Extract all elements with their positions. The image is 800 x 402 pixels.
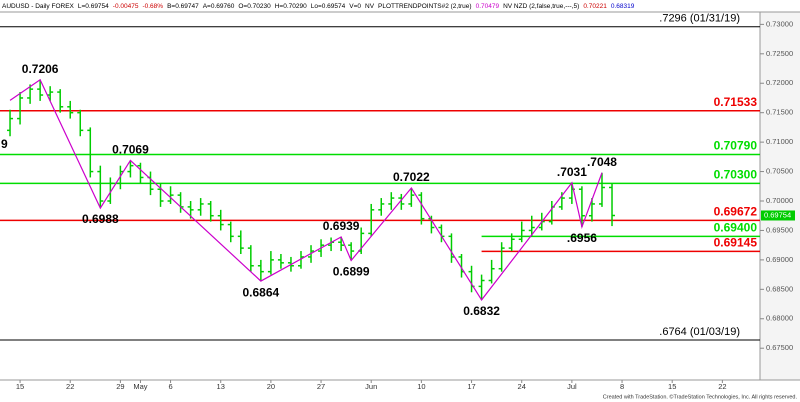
level-label: 0.69400 [714, 221, 758, 235]
pivot-label: 0.6864 [243, 285, 280, 299]
header-part: 0.70221 [583, 3, 607, 10]
y-tick-label: 0.69000 [766, 255, 793, 264]
last-price-label: 0.69754 [764, 210, 791, 219]
header-part: 0.70479 [476, 3, 500, 10]
y-tick-label: 0.72500 [766, 49, 793, 58]
y-tick-label: 0.70000 [766, 196, 793, 205]
footer: Created with TradeStation. ©TradeStation… [603, 393, 798, 400]
pivot-label: 0.6899 [333, 265, 370, 279]
x-tick-label: May [133, 382, 147, 391]
pivot-label: .7031 [557, 165, 587, 179]
x-tick-label: 13 [217, 382, 225, 391]
x-tick-label: 20 [267, 382, 275, 391]
y-tick-label: 0.73000 [766, 19, 793, 28]
x-tick-label: 22 [66, 382, 74, 391]
x-tick-label: 15 [16, 382, 24, 391]
header: AUDUSD - Daily FOREX L=0.69754 -0.00475 -0.… [2, 3, 635, 10]
header-part: V=0 [349, 3, 361, 10]
pivot-label: 0.6939 [323, 219, 360, 233]
level-label: 0.70300 [714, 168, 758, 182]
pivot-label: 0.7206 [22, 62, 59, 76]
y-tick-label: 0.69500 [766, 225, 793, 234]
x-tick-label: 24 [518, 382, 526, 391]
y-tick-label: 0.72000 [766, 78, 793, 87]
header-part: Lo=0.69574 [311, 3, 346, 10]
level-label: 0.71533 [714, 95, 758, 109]
y-tick-label: 0.68500 [766, 284, 793, 293]
level-label: 0.69145 [714, 236, 758, 250]
pivot-label: .7048 [587, 155, 617, 169]
y-tick-label: 0.71500 [766, 108, 793, 117]
header-part: -0.00475 [113, 3, 139, 10]
header-part: 0.68319 [611, 3, 635, 10]
header-part: A=0.69760 [203, 3, 235, 10]
level-label: 0.69672 [714, 204, 758, 218]
x-tick-label: 17 [467, 382, 475, 391]
x-tick-label: 29 [116, 382, 124, 391]
y-tick-label: 0.70500 [766, 167, 793, 176]
pivot-label: 0.6988 [82, 212, 119, 226]
x-tick-label: 27 [317, 382, 325, 391]
x-tick-label: Jun [365, 382, 377, 391]
y-tick-label: 0.71000 [766, 137, 793, 146]
level-label: 0.70790 [714, 139, 758, 153]
x-tick-label: 10 [417, 382, 425, 391]
header-part: B=0.69747 [167, 3, 199, 10]
x-tick-label: 6 [168, 382, 172, 391]
header-part: -0.68% [142, 3, 163, 10]
header-part: PLOTTRENDPOINTS#2 (2,true) [378, 3, 472, 10]
header-part: AUDUSD - Daily FOREX [2, 3, 75, 10]
x-tick-label: Jul [567, 382, 577, 391]
header-part: L=0.69754 [78, 3, 109, 10]
header-part: H=0.70290 [275, 3, 307, 10]
pivot-label: 0.6832 [463, 304, 500, 318]
x-tick-label: 15 [668, 382, 676, 391]
y-tick-label: 0.67500 [766, 343, 793, 352]
last-price-tag [761, 210, 795, 221]
x-tick-label: 8 [620, 382, 624, 391]
level-label: .7296 (01/31/19) [659, 13, 740, 25]
header-part: NV [365, 3, 375, 10]
header-part: NV NZD (2,false,true,---,5) [503, 3, 579, 10]
trend-line [9, 78, 603, 301]
cut-off-label: 9 [1, 137, 8, 151]
pivot-label: .6956 [567, 231, 597, 245]
header-part: O=0.70230 [238, 3, 271, 10]
x-tick-label: 22 [718, 382, 726, 391]
level-label: .6764 (01/03/19) [659, 326, 740, 338]
pivot-label: 0.7069 [112, 143, 149, 157]
pivot-label: 0.7022 [393, 170, 430, 184]
y-tick-label: 0.68000 [766, 314, 793, 323]
price-axis [760, 12, 800, 380]
